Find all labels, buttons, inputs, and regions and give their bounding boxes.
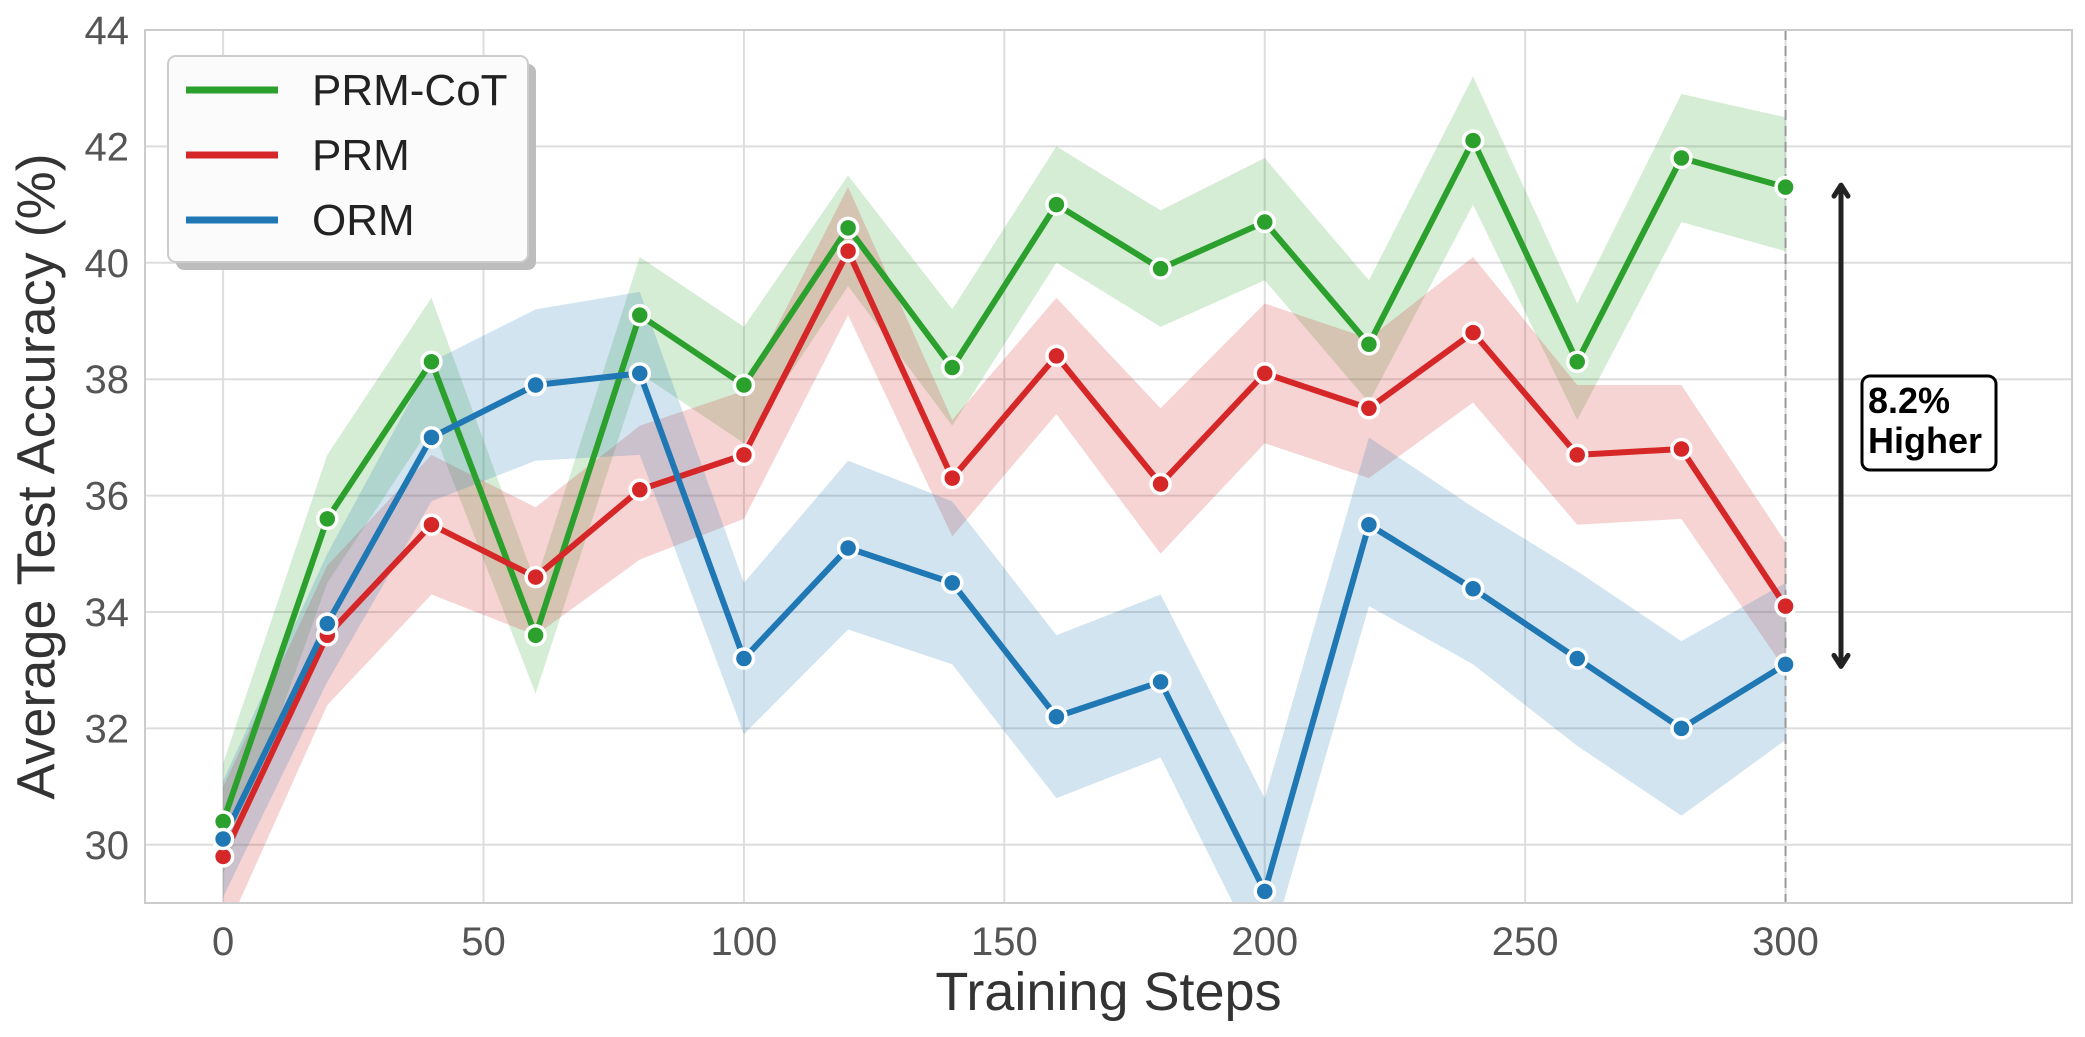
band-prm-cot xyxy=(223,76,1786,874)
point-prm-cot xyxy=(1565,350,1589,373)
point-prm-cot xyxy=(1149,257,1172,280)
point-prm-cot xyxy=(732,373,756,397)
point-orm xyxy=(732,647,756,670)
y-tick-label: 36 xyxy=(85,475,130,519)
y-tick-label: 30 xyxy=(85,824,130,868)
x-tick-label: 150 xyxy=(971,920,1038,964)
point-orm xyxy=(836,536,860,560)
point-prm-cot xyxy=(420,350,443,373)
x-tick-label: 100 xyxy=(711,920,778,964)
point-prm-cot xyxy=(941,356,964,379)
point-prm xyxy=(1565,443,1589,467)
point-orm xyxy=(211,827,235,851)
x-tick-label: 0 xyxy=(212,920,234,964)
point-prm xyxy=(420,513,443,536)
line-prm xyxy=(220,248,1789,858)
point-prm xyxy=(1670,437,1693,461)
y-axis-title: Average Test Accuracy (%) xyxy=(6,153,66,799)
y-tick-label: 44 xyxy=(85,9,130,53)
point-prm-cot xyxy=(1670,146,1693,170)
point-prm-cot xyxy=(1774,175,1797,199)
tick-labels: 0 50 100 150 200 250 300 30 32 34 36 38 40 42 44 xyxy=(85,9,1819,964)
arrow-head-up-icon xyxy=(1831,182,1851,199)
point-prm xyxy=(1253,362,1276,385)
annotation-box xyxy=(1860,374,1998,472)
confidence-bands xyxy=(223,76,1786,903)
point-prm xyxy=(836,239,860,263)
point-orm xyxy=(316,612,339,635)
x-axis-title: Training Steps xyxy=(935,962,1281,1022)
point-prm-cot xyxy=(1045,193,1068,216)
x-tick-label: 200 xyxy=(1231,920,1298,964)
y-tick-label: 38 xyxy=(85,358,130,402)
point-prm xyxy=(524,565,547,589)
point-prm-cot xyxy=(836,216,860,240)
point-orm xyxy=(1461,577,1485,600)
improvement-annotation: 8.2% Higher xyxy=(1831,182,1998,669)
point-orm xyxy=(524,373,547,397)
point-orm xyxy=(941,571,964,595)
legend-label-prm-cot: PRM-CoT xyxy=(312,66,508,115)
point-orm xyxy=(1357,513,1381,536)
point-prm-cot xyxy=(524,624,547,647)
point-orm xyxy=(1774,653,1797,676)
point-orm xyxy=(628,362,652,385)
point-prm xyxy=(1774,594,1797,618)
y-tick-label: 40 xyxy=(85,242,130,286)
x-tick-label: 250 xyxy=(1492,920,1559,964)
x-tick-label: 300 xyxy=(1752,920,1819,964)
point-orm xyxy=(1253,880,1276,903)
plot-frame xyxy=(144,29,2073,904)
point-prm-cot xyxy=(316,507,339,531)
point-prm xyxy=(1461,321,1485,344)
legend-label-orm: ORM xyxy=(312,196,415,245)
annotation-line-1: 8.2% xyxy=(1868,380,1950,421)
arrow-head-down-icon xyxy=(1831,652,1851,669)
y-tick-label: 34 xyxy=(85,591,130,635)
point-prm-cot xyxy=(1253,210,1276,234)
annotation-line-2: Higher xyxy=(1868,420,1982,461)
legend: PRM-CoT PRM ORM xyxy=(167,55,536,270)
y-tick-label: 32 xyxy=(85,707,130,751)
point-prm xyxy=(628,478,652,502)
x-tick-label: 50 xyxy=(461,920,506,964)
point-prm xyxy=(1149,472,1172,496)
point-prm xyxy=(1357,397,1381,420)
point-prm xyxy=(732,443,756,467)
point-orm xyxy=(1149,670,1172,694)
point-prm-cot xyxy=(628,303,652,327)
point-prm xyxy=(1045,344,1068,368)
legend-label-prm: PRM xyxy=(312,131,410,180)
line-prm-cot xyxy=(220,137,1787,823)
band-orm xyxy=(223,291,1786,903)
band-prm xyxy=(223,187,1786,903)
point-orm xyxy=(1670,717,1693,740)
point-prm-cot xyxy=(1357,333,1381,356)
point-orm xyxy=(1565,647,1589,670)
series-points xyxy=(211,129,1797,903)
point-orm xyxy=(420,426,443,449)
series-lines xyxy=(220,137,1789,895)
point-prm-cot xyxy=(1461,129,1485,152)
point-prm xyxy=(941,466,964,490)
line-orm xyxy=(220,370,1788,895)
y-tick-label: 42 xyxy=(85,125,130,169)
point-orm xyxy=(1045,705,1068,729)
